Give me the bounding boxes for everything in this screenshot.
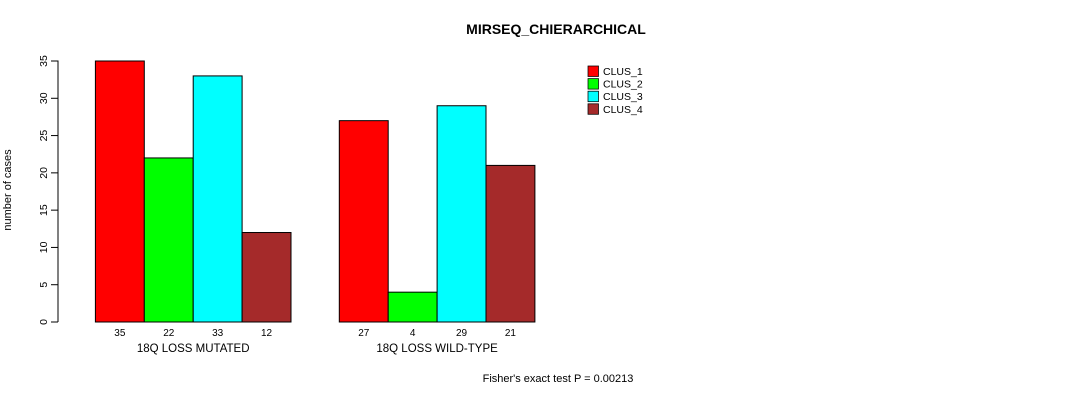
chart-title: MIRSEQ_CHIERARCHICAL — [466, 21, 646, 37]
legend-swatch-CLUS_4 — [587, 103, 599, 115]
fisher-test-note: Fisher's exact test P = 0.00213 — [483, 373, 634, 385]
bar-value-label: 4 — [410, 328, 416, 339]
legend-label-CLUS_2: CLUS_2 — [603, 79, 643, 91]
bar-CLUS_3-group1 — [192, 75, 243, 323]
y-tick-label: 10 — [38, 241, 50, 253]
category-labels: 18Q LOSS MUTATED 18Q LOSS WILD-TYPE — [137, 343, 498, 355]
bars-group: 35 27 22 4 33 29 12 21 — [94, 60, 536, 339]
legend-swatch-CLUS_2 — [587, 78, 599, 90]
y-tick-label: 25 — [38, 130, 50, 142]
bar-value-label: 27 — [358, 328, 370, 339]
bar-CLUS_2-group2 — [387, 291, 438, 323]
bar-CLUS_1-group1 — [94, 60, 145, 323]
bar-value-label: 29 — [456, 328, 468, 339]
y-tick-label: 20 — [38, 167, 50, 179]
legend-label-CLUS_1: CLUS_1 — [603, 66, 643, 78]
bar-CLUS_4-group1 — [241, 232, 292, 323]
legend-swatch-CLUS_3 — [587, 90, 599, 103]
bar-value-label: 33 — [212, 328, 224, 339]
y-tick-label: 5 — [38, 282, 50, 288]
bar-CLUS_3-group2 — [436, 105, 487, 323]
legend-label-CLUS_4: CLUS_4 — [603, 104, 643, 116]
bar-value-label: 22 — [163, 328, 175, 339]
legend-swatch-CLUS_1 — [587, 65, 599, 77]
bar-CLUS_1-group2 — [338, 120, 389, 323]
bar-CLUS_4-group2 — [485, 164, 536, 323]
bar-value-label: 12 — [261, 328, 273, 339]
bar-CLUS_2-group1 — [143, 157, 194, 323]
bar-value-label: 35 — [114, 328, 126, 339]
category-label: 18Q LOSS WILD-TYPE — [376, 343, 498, 355]
y-tick-label: 35 — [38, 55, 50, 67]
y-axis-label: number of cases — [2, 149, 14, 231]
y-tick-label: 30 — [38, 92, 50, 104]
y-tick-label: 15 — [38, 204, 50, 216]
y-axis-ticks: 0 5 10 15 20 25 30 35 — [38, 55, 58, 325]
bar-value-label: 21 — [505, 328, 517, 339]
category-label: 18Q LOSS MUTATED — [137, 343, 250, 355]
legend-label-CLUS_3: CLUS_3 — [603, 91, 643, 103]
y-tick-label: 0 — [38, 319, 50, 325]
